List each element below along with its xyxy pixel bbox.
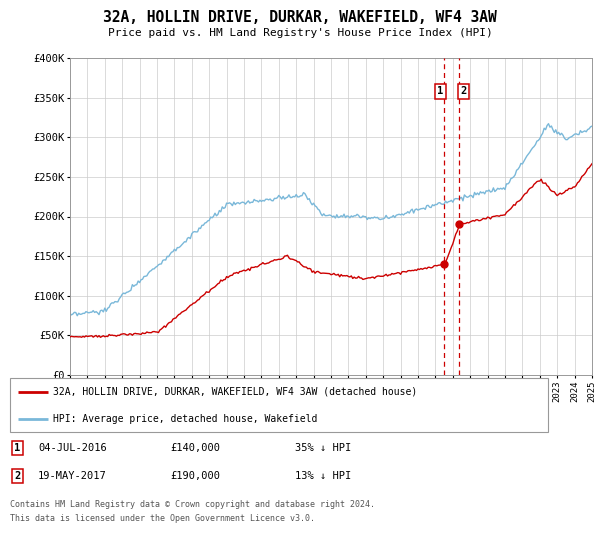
Text: £140,000: £140,000 — [170, 443, 220, 453]
Text: 2: 2 — [14, 471, 20, 481]
Text: Contains HM Land Registry data © Crown copyright and database right 2024.: Contains HM Land Registry data © Crown c… — [10, 500, 375, 509]
Text: 2: 2 — [460, 86, 467, 96]
Text: 04-JUL-2016: 04-JUL-2016 — [38, 443, 107, 453]
Text: 32A, HOLLIN DRIVE, DURKAR, WAKEFIELD, WF4 3AW: 32A, HOLLIN DRIVE, DURKAR, WAKEFIELD, WF… — [103, 10, 497, 25]
Text: 35% ↓ HPI: 35% ↓ HPI — [295, 443, 351, 453]
Text: 1: 1 — [437, 86, 443, 96]
Text: 13% ↓ HPI: 13% ↓ HPI — [295, 471, 351, 481]
Text: Price paid vs. HM Land Registry's House Price Index (HPI): Price paid vs. HM Land Registry's House … — [107, 28, 493, 38]
Text: 1: 1 — [14, 443, 20, 453]
Text: £190,000: £190,000 — [170, 471, 220, 481]
Text: HPI: Average price, detached house, Wakefield: HPI: Average price, detached house, Wake… — [53, 413, 317, 423]
Text: This data is licensed under the Open Government Licence v3.0.: This data is licensed under the Open Gov… — [10, 514, 315, 523]
Text: 19-MAY-2017: 19-MAY-2017 — [38, 471, 107, 481]
Text: 32A, HOLLIN DRIVE, DURKAR, WAKEFIELD, WF4 3AW (detached house): 32A, HOLLIN DRIVE, DURKAR, WAKEFIELD, WF… — [53, 386, 417, 396]
